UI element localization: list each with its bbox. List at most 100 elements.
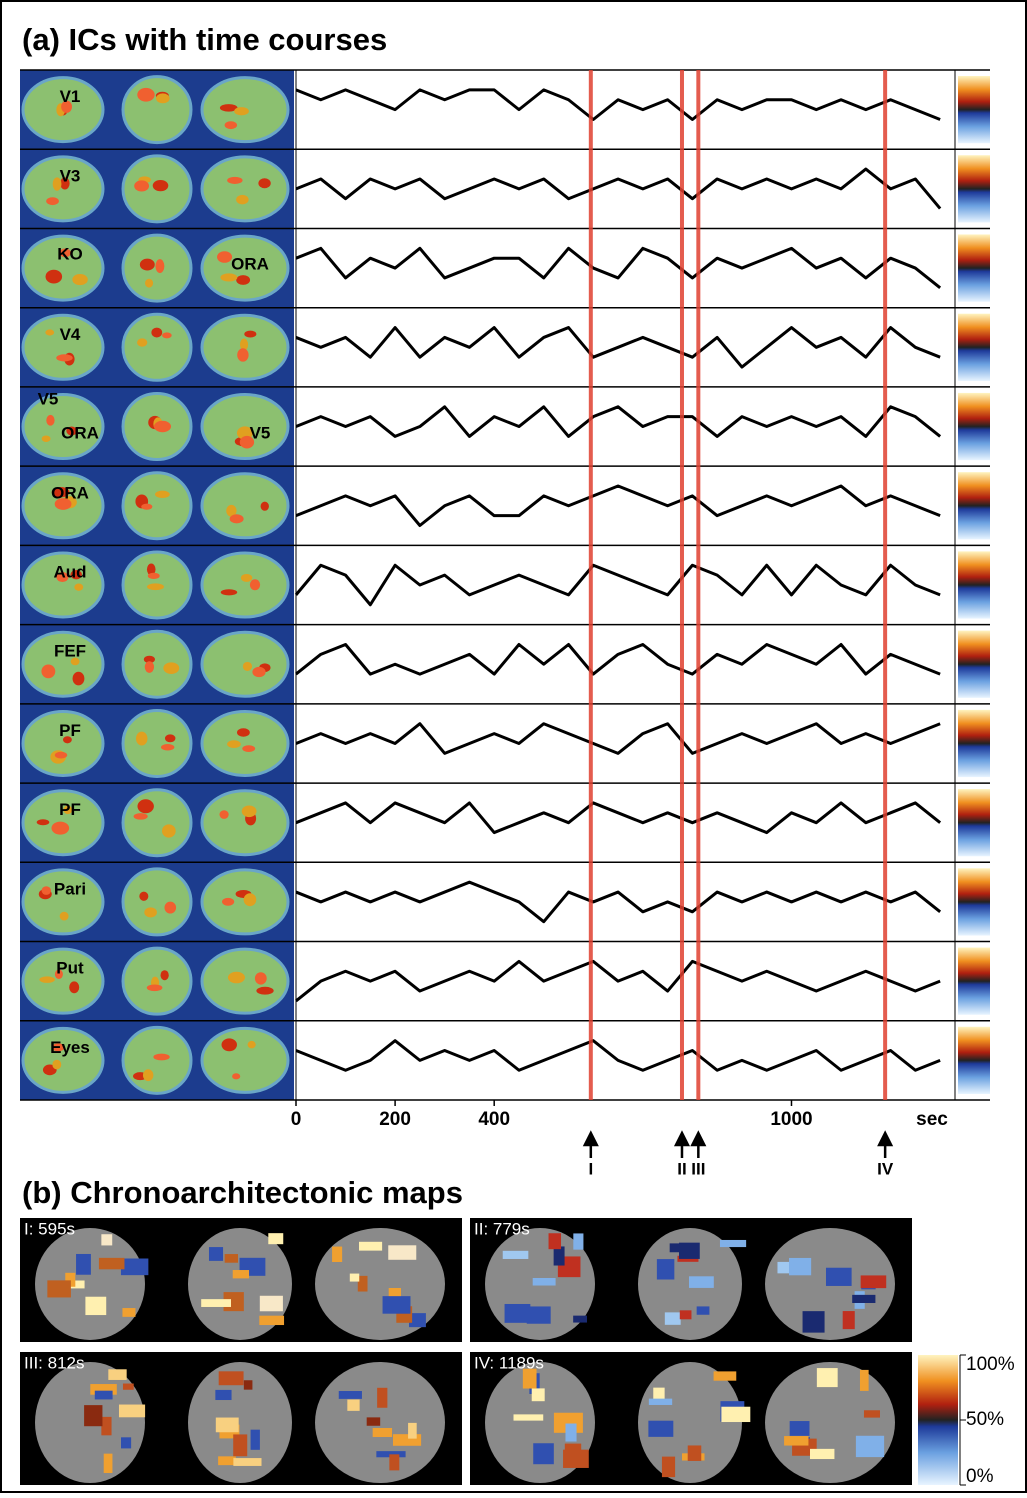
colorbar-label: 50%: [966, 1409, 1004, 1430]
map-blob: [565, 1424, 576, 1442]
activation-blob: [236, 195, 249, 205]
map-blob: [244, 1380, 253, 1389]
map-blob: [259, 1316, 284, 1325]
activation-blob: [163, 662, 179, 674]
map-blob: [332, 1247, 342, 1262]
component-label: ORA: [51, 483, 89, 502]
component-label: FEF: [54, 642, 86, 661]
map-blob: [104, 1454, 113, 1473]
colorbar: [958, 631, 990, 698]
map-blob: [350, 1274, 359, 1282]
activation-blob: [155, 259, 164, 273]
map-blob: [233, 1458, 261, 1466]
activation-blob: [46, 197, 59, 205]
colorbar: [958, 314, 990, 381]
map-blob: [533, 1443, 554, 1464]
activation-blob: [237, 348, 248, 361]
map-blob: [119, 1405, 145, 1418]
map-blob: [789, 1258, 811, 1275]
brain-slice: [202, 711, 288, 775]
activation-blob: [222, 1038, 237, 1051]
activation-blob: [141, 504, 152, 510]
activation-blob: [219, 810, 228, 819]
colorbar: [958, 1027, 990, 1094]
activation-blob: [222, 898, 234, 906]
activation-blob: [227, 177, 242, 184]
component-label: V3: [60, 166, 81, 185]
activation-blob: [52, 1060, 61, 1070]
map-blob: [860, 1370, 869, 1391]
brain-slice: [123, 869, 191, 935]
map-blob: [122, 1308, 135, 1317]
map-blob: [688, 1445, 702, 1460]
map-blob: [339, 1391, 362, 1399]
activation-blob: [244, 331, 256, 338]
activation-blob: [165, 734, 175, 742]
map-blob: [533, 1278, 556, 1286]
activation-blob: [255, 972, 267, 984]
colorbar-label: 100%: [966, 1354, 1015, 1375]
map-blob: [549, 1233, 561, 1249]
map-blob: [216, 1418, 239, 1433]
map-blob: [260, 1296, 283, 1312]
brain-slice: [123, 631, 191, 697]
map-blob: [219, 1371, 244, 1385]
map-blob: [817, 1368, 838, 1387]
map-blob: [657, 1259, 674, 1279]
component-label: V5: [38, 389, 59, 408]
activation-blob: [37, 819, 50, 825]
activation-blob: [39, 976, 55, 983]
activation-blob: [148, 573, 160, 579]
map-label: II: 779s: [474, 1219, 530, 1238]
activation-blob: [162, 824, 176, 837]
activation-blob: [147, 583, 164, 590]
component-label: V5: [250, 423, 271, 442]
component-label: Put: [56, 959, 84, 978]
panel-title: (a) ICs with time courses: [22, 22, 387, 57]
brain-slice: [123, 710, 191, 776]
map-blob: [121, 1259, 148, 1276]
activation-blob: [234, 107, 249, 115]
activation-blob: [134, 180, 149, 191]
activation-blob: [252, 667, 265, 677]
map-blob: [95, 1391, 113, 1400]
map-blob: [123, 1384, 134, 1390]
colorbar: [958, 393, 990, 460]
colorbar: [918, 1355, 958, 1485]
x-tick-label: 0: [291, 1109, 302, 1130]
activation-blob: [228, 972, 245, 984]
map-blob: [373, 1428, 392, 1437]
component-label: V1: [60, 87, 81, 106]
x-unit: sec: [916, 1109, 948, 1130]
map-blob: [377, 1388, 387, 1408]
map-blob: [359, 1242, 382, 1251]
activation-blob: [154, 421, 171, 432]
activation-blob: [221, 589, 238, 595]
map-blob: [784, 1436, 808, 1445]
map-blob: [563, 1450, 589, 1468]
activation-blob: [143, 1069, 153, 1081]
map-blob: [99, 1258, 125, 1269]
map-blob: [101, 1234, 112, 1245]
activation-blob: [258, 178, 270, 188]
activation-blob: [69, 981, 79, 993]
event-label: III: [691, 1159, 705, 1178]
map-blob: [861, 1275, 887, 1288]
map-blob: [810, 1449, 834, 1459]
map-label: III: 812s: [24, 1353, 84, 1372]
brain-slice: [123, 1027, 191, 1093]
map-blob: [714, 1371, 737, 1380]
activation-blob: [242, 805, 257, 817]
map-blob: [532, 1388, 545, 1401]
activation-blob: [161, 744, 174, 750]
brain-slice: [123, 77, 191, 143]
map-blob: [573, 1233, 583, 1249]
x-tick-label: 400: [478, 1109, 510, 1130]
activation-blob: [145, 279, 153, 288]
component-label: ORA: [231, 254, 269, 273]
brain-slice: [202, 949, 288, 1013]
activation-blob: [155, 491, 170, 498]
activation-blob: [42, 886, 51, 895]
map-blob: [856, 1436, 884, 1457]
brain-slice: [202, 474, 288, 538]
